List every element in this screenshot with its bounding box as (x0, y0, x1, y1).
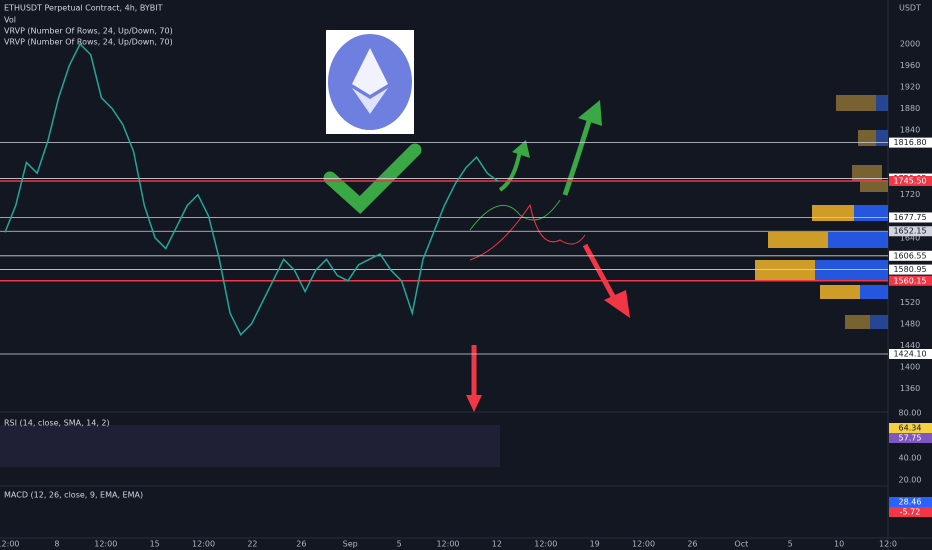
time-label: 15 (150, 540, 160, 549)
indicator-tag (889, 433, 932, 443)
price-tag (889, 212, 932, 223)
volume-profile (755, 95, 888, 329)
price-tick-label: 1880 (900, 104, 920, 113)
indicator-tag (889, 497, 932, 507)
time-label: 26 (296, 540, 306, 549)
indicator-label: VRVP (Number Of Rows, 24, Up/Down, 70) (4, 38, 173, 47)
price-tag (889, 275, 932, 286)
price-tick-label: 1960 (900, 61, 920, 70)
eth-diamond (352, 88, 388, 114)
price-tag (889, 349, 932, 360)
checkmark (323, 143, 422, 214)
time-label: 12:00 (94, 540, 117, 549)
eth-diamond (352, 48, 388, 95)
price-tick-label: 1720 (900, 190, 920, 199)
price-tag (889, 137, 932, 148)
price-tag-label: 1745.50 (893, 176, 926, 185)
axis-unit: USDT (899, 4, 921, 13)
time-label: 5 (397, 540, 402, 549)
time-label: 8 (54, 540, 59, 549)
arrow-up (562, 117, 593, 196)
price-tick-label: 1440 (900, 341, 920, 350)
time-label: 5 (788, 540, 793, 549)
indicator-label: MACD (12, 26, close, 9, EMA, EMA) (4, 491, 143, 500)
price-tag-label: 1677.75 (893, 213, 926, 222)
price-tick-label: 2000 (900, 40, 920, 49)
indicator-label: RSI (14, close, SMA, 14, 2) (4, 419, 110, 428)
price-tick-label: 1840 (900, 126, 920, 135)
time-label: 12:0 (879, 540, 897, 549)
indicator-label: Vol (4, 16, 16, 25)
arrow-head (604, 290, 630, 318)
price-line (4, 42, 499, 336)
price-tag-label: 1580.95 (893, 265, 926, 274)
price-tag (889, 264, 932, 275)
time-label: 22 (247, 540, 257, 549)
arrow-head (512, 140, 530, 158)
price-tick-label: 1360 (900, 384, 920, 393)
price-tag-label: 1560.15 (893, 276, 926, 285)
projection (469, 199, 561, 231)
price-tag-label: 1652.15 (893, 227, 926, 236)
symbol: ETHUSDT Perpetual Contract, 4h, BYBIT (4, 4, 163, 13)
indicator-tag (889, 507, 932, 517)
indicator-tag-label: 64.34 (899, 424, 922, 433)
indicator-tag (889, 423, 932, 433)
arrow-head (466, 395, 482, 412)
rsi-tick: 80.00 (899, 409, 922, 418)
arrow-down (582, 243, 618, 302)
time-label: 10 (834, 540, 844, 549)
arrow-head (578, 100, 602, 126)
price-tick-label: 1640 (900, 233, 920, 242)
time-label: 12:00 (632, 540, 655, 549)
time-label: Sep (343, 540, 358, 549)
time-label: 12:00 (192, 540, 215, 549)
time-label: 12:00 (436, 540, 459, 549)
rsi-tick: 20.00 (899, 476, 922, 485)
price-tick-label: 1400 (900, 362, 920, 371)
rsi-tick: 40.00 (899, 454, 922, 463)
price-tag-label: 1424.10 (893, 350, 926, 359)
indicator-tag-label: 28.46 (899, 498, 922, 507)
indicator-tag-label: -5.72 (900, 508, 921, 517)
price-tick-label: 1920 (900, 83, 920, 92)
price-tick-label: 1480 (900, 319, 920, 328)
time-label: 26 (687, 540, 697, 549)
rsi-band (0, 425, 500, 467)
price-tag (889, 175, 932, 186)
time-label: 12 (492, 540, 502, 549)
price-tag-label: 1606.55 (893, 251, 926, 260)
indicator-label: VRVP (Number Of Rows, 24, Up/Down, 70) (4, 27, 173, 36)
time-label: Oct (734, 540, 748, 549)
time-label: 12:00 (534, 540, 557, 549)
price-tag (889, 226, 932, 237)
arrow-up (498, 149, 522, 192)
price-tag (889, 250, 932, 261)
indicator-tag-label: 57.75 (899, 434, 922, 443)
price-tag-label: 1816.80 (893, 138, 926, 147)
time-label: 12:00 (0, 540, 20, 549)
time-label: 19 (590, 540, 600, 549)
price-tick-label: 1520 (900, 298, 920, 307)
